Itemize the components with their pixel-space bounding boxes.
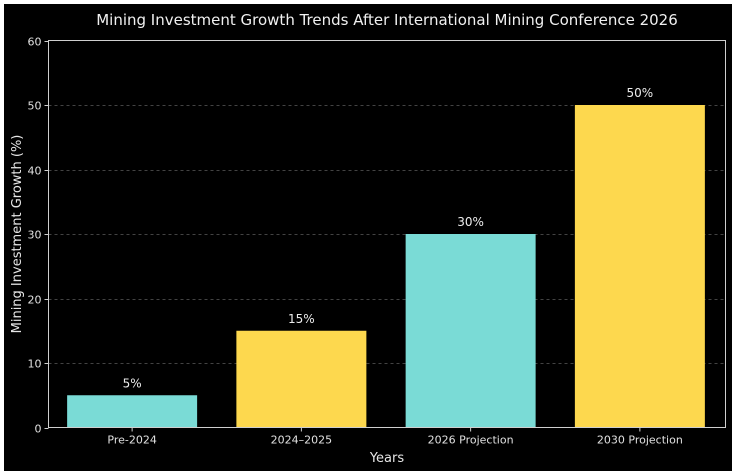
y-tick-label: 20 (28, 294, 42, 307)
data-label: 50% (627, 86, 654, 100)
bar (405, 234, 536, 428)
bar (67, 395, 198, 428)
y-tick-label: 60 (28, 36, 42, 49)
y-tick-label: 40 (28, 165, 42, 178)
data-labels: 5% 15% 30% 50% (123, 86, 654, 390)
x-tick-label: 2030 Projection (597, 434, 683, 447)
data-label: 5% (123, 376, 142, 390)
y-axis-ticks: 0 10 20 30 40 50 60 (28, 36, 49, 436)
bar (236, 330, 367, 428)
x-axis-label: Years (369, 451, 405, 466)
chart-title: Mining Investment Growth Trends After In… (96, 11, 678, 29)
y-tick-label: 10 (28, 358, 42, 371)
x-axis-ticks: Pre-2024 2024–2025 2026 Projection 2030 Pro… (107, 427, 683, 447)
bar (574, 105, 705, 428)
y-tick-label: 0 (35, 423, 42, 436)
data-label: 30% (457, 215, 484, 229)
y-tick-label: 50 (28, 100, 42, 113)
y-axis-label: Mining Investment Growth (%) (10, 135, 25, 334)
x-tick-label: 2024–2025 (271, 434, 333, 447)
x-tick-label: Pre-2024 (107, 434, 156, 447)
y-tick-label: 30 (28, 229, 42, 242)
bars (67, 105, 705, 428)
x-tick-label: 2026 Projection (428, 434, 514, 447)
data-label: 15% (288, 312, 315, 326)
